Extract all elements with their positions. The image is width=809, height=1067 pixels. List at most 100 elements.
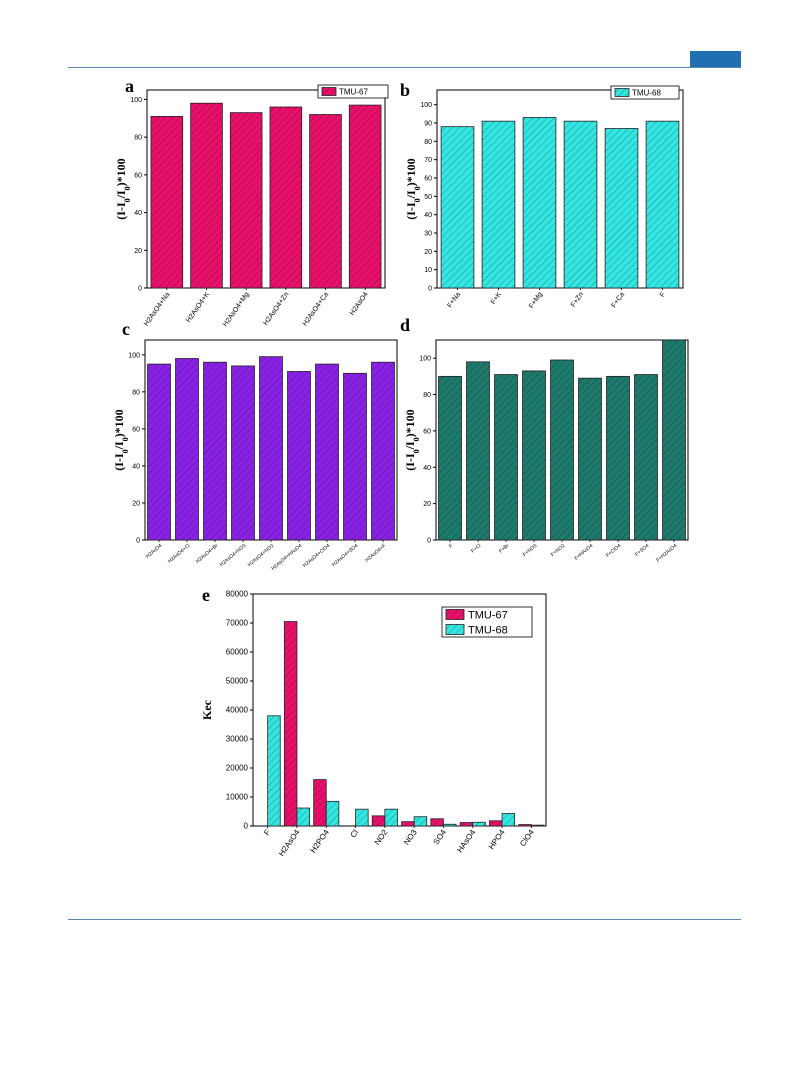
y-tick-label: 100: [419, 356, 431, 363]
x-tick-label: H2AsO4: [277, 828, 302, 858]
x-tick-label: F+Cl: [470, 543, 482, 554]
y-tick-label: 20: [132, 500, 140, 507]
y-tick-label: 0: [427, 538, 431, 545]
y-axis-label: Kec: [200, 699, 214, 720]
footer-rule: [68, 919, 741, 920]
y-tick-label: 40: [424, 212, 432, 219]
x-tick-label: H2AsO4+Zn: [263, 291, 291, 327]
y-tick-label: 30000: [226, 735, 249, 744]
y-tick-label: 20000: [226, 764, 249, 773]
bar-e-tmu-68-9: [530, 824, 545, 827]
y-tick-label: 10000: [226, 793, 249, 802]
x-tick-label: F+NO2: [550, 543, 566, 558]
y-tick-label: 20: [424, 249, 432, 256]
bar-a-tmu-67-1: [190, 102, 223, 289]
bar-d-series-7: [634, 374, 658, 541]
x-tick-label: F+SO4: [634, 543, 650, 558]
bar-a-tmu-67-0: [150, 116, 184, 289]
x-tick-label: HPO4: [487, 828, 507, 851]
panel-label-b: b: [400, 80, 410, 100]
y-tick-label: 40: [423, 465, 431, 472]
bar-a-tmu-67-5: [348, 104, 382, 289]
bar-d-series-0: [438, 375, 462, 541]
bar-c-series-1: [175, 358, 199, 541]
chart-panel-e: e 0 10000 20000 30000 40000 50000 60000 70000 800…: [200, 585, 547, 858]
x-tick-label: H2AsO4+NO3: [219, 543, 248, 568]
x-tick-label: F: [262, 828, 272, 837]
y-tick-label: 0: [244, 822, 249, 831]
legend-entry: TMU-68: [632, 89, 661, 98]
x-tick-label: F+Na: [446, 291, 462, 309]
bar-c-series-5: [287, 371, 311, 541]
bar-a-tmu-67-4: [309, 114, 342, 289]
legend-swatch: [614, 88, 630, 97]
bar-e-tmu-68-0: [267, 715, 281, 827]
y-tick-label: 50: [424, 194, 432, 201]
x-tick-label: F+Zn: [570, 291, 585, 309]
x-tick-label: Cl: [348, 828, 360, 840]
bar-e-tmu-67-9: [518, 824, 532, 827]
y-tick-label: 60: [132, 426, 140, 433]
y-tick-label: 20: [423, 501, 431, 508]
chart-panel-d: d 0 20 40 60 80 100 (I-I0/I0)*100 F F+Cl F+Br F+NO3…: [400, 315, 689, 564]
y-tick-label: 0: [428, 286, 432, 293]
bar-b-tmu-68-1: [481, 120, 516, 289]
panel-label-c: c: [122, 319, 130, 339]
bar-e-tmu-67-4: [371, 815, 386, 827]
y-tick-label: 40: [132, 463, 140, 470]
bar-b-tmu-68-0: [440, 126, 475, 289]
bar-e-tmu-67-1: [283, 621, 298, 827]
bar-d-series-2: [494, 374, 518, 541]
bar-e-tmu-67-7: [459, 822, 474, 827]
x-tick-label: F+ClO4: [605, 543, 622, 559]
y-tick-label: 80: [424, 139, 432, 146]
bar-a-tmu-67-3: [269, 106, 303, 289]
x-tick-label: NO3: [402, 828, 419, 847]
x-tick-label: ClO4: [518, 828, 536, 849]
bar-d-series-1: [466, 361, 490, 541]
bar-c-series-3: [231, 365, 255, 541]
bar-c-series-6: [315, 363, 339, 541]
x-tick-label: F+Ca: [610, 291, 626, 309]
x-tick-label: F+NO3: [522, 543, 538, 558]
bar-c-series-4: [259, 356, 283, 541]
x-tick-label: F+K: [490, 291, 503, 306]
y-tick-label: 10: [424, 267, 432, 274]
y-tick-label: 60: [423, 428, 431, 435]
panel-label-d: d: [400, 315, 410, 335]
bar-e-tmu-68-2: [325, 800, 340, 827]
bar-e-tmu-68-7: [472, 821, 486, 827]
x-tick-label: F: [448, 543, 454, 550]
bar-e-tmu-68-5: [413, 816, 428, 827]
x-tick-label: H2AsO4+NO2: [247, 543, 276, 568]
bar-d-series-4: [550, 359, 574, 541]
bar-e-tmu-67-2: [313, 779, 327, 827]
bar-d-series-8: [662, 339, 686, 541]
panel-label-a: a: [125, 76, 134, 96]
legend-swatch: [445, 624, 465, 635]
legend-entry: TMU-68: [468, 625, 508, 637]
x-tick-label: F+Mg: [528, 291, 544, 310]
bar-e-tmu-68-6: [443, 823, 457, 827]
header-rule: [68, 67, 741, 68]
x-tick-label: H2AsO4+F: [364, 543, 387, 564]
y-tick-label: 100: [130, 97, 142, 104]
x-tick-label: H2AsO4+Cl: [167, 543, 191, 565]
plot-frame: [436, 89, 684, 289]
x-tick-label: H2AsO4+HAsO4: [270, 543, 303, 572]
bar-e-tmu-67-8: [489, 820, 503, 827]
x-tick-label: SO4: [432, 828, 449, 847]
bar-d-series-3: [522, 370, 546, 541]
chart-panel-b: b 0 10 20 30 40 50 60 70 80 90 100 (I-I0/I0)*100 F+Na…: [400, 80, 684, 310]
bar-d-series-5: [578, 377, 602, 541]
x-tick-label: H2AsO4+SO4: [331, 543, 359, 568]
y-tick-label: 40: [134, 210, 142, 217]
legend-entry: TMU-67: [339, 88, 368, 97]
x-tick-label: F+H2AsO4: [655, 543, 678, 564]
y-tick-label: 100: [128, 352, 140, 359]
y-tick-label: 60: [424, 176, 432, 183]
y-axis-label: (I-I0/I0)*100: [403, 409, 421, 470]
x-tick-label: H2AsO4+Br: [195, 543, 220, 565]
y-tick-label: 60: [134, 172, 142, 179]
